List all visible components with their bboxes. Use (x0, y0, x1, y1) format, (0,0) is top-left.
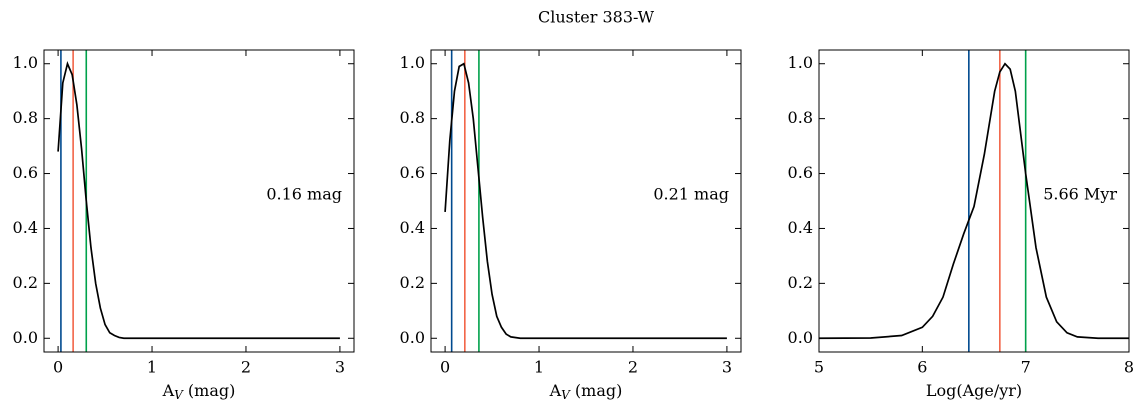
y-tick-label: 0.4 (788, 218, 813, 237)
axes-frame (430, 49, 742, 353)
x-axis-label-part: (mag) (183, 381, 236, 400)
y-tick-label: 0.0 (400, 328, 425, 347)
curve (57, 61, 340, 340)
y-tick-label: 0.4 (400, 218, 425, 237)
annotation: 0.21 mag (653, 185, 729, 204)
axes-frame (818, 49, 1130, 353)
x-tick-label: 5 (814, 358, 824, 377)
y-tick-label: 0.0 (13, 328, 38, 347)
annotation: 0.16 mag (266, 185, 342, 204)
x-axis-label-part: V (561, 388, 571, 402)
panel: 0.0 0.2 0.4 0.6 0.8 1.0 5 6 7 8 5.66 Myr Log(Age/yr… (788, 49, 1134, 400)
y-tick-label: 1.0 (13, 53, 38, 72)
y-tick-label: 0.2 (13, 273, 38, 292)
y-tick-label: 0.8 (788, 108, 813, 127)
x-tick-label: 0 (53, 358, 63, 377)
panel: 0.0 0.2 0.4 0.6 0.8 1.0 0 1 2 3 0.21 mag AV (mag) (400, 49, 742, 402)
y-tick-label: 0.2 (788, 273, 813, 292)
y-tick-label: 0.6 (13, 163, 38, 182)
y-tick-label: 0.0 (788, 328, 813, 347)
x-tick-label: 2 (241, 358, 251, 377)
y-tick-label: 0.8 (13, 108, 38, 127)
x-axis-label-part: Log(Age/yr) (926, 381, 1022, 400)
y-tick-label: 0.6 (788, 163, 813, 182)
x-tick-label: 6 (917, 358, 927, 377)
figure-title: Cluster 383-W (538, 8, 655, 27)
x-tick-label: 0 (440, 358, 450, 377)
x-axis-label-part: A (549, 381, 562, 400)
x-axis-label-part: V (174, 388, 184, 402)
x-axis-label-part: A (162, 381, 175, 400)
y-tick-label: 1.0 (400, 53, 425, 72)
y-tick-label: 0.2 (400, 273, 425, 292)
annotation: 5.66 Myr (1043, 185, 1117, 204)
x-axis-label: AV (mag) (549, 381, 623, 402)
curve (444, 62, 727, 340)
y-tick-label: 0.6 (400, 163, 425, 182)
x-axis-label-part: (mag) (570, 381, 623, 400)
panel: 0.0 0.2 0.4 0.6 0.8 1.0 0 1 2 3 0.16 mag AV (mag) (13, 49, 355, 402)
x-tick-label: 3 (335, 358, 345, 377)
x-axis-label: Log(Age/yr) (926, 381, 1022, 400)
y-tick-label: 0.8 (400, 108, 425, 127)
x-tick-label: 3 (722, 358, 732, 377)
y-tick-label: 0.4 (13, 218, 38, 237)
x-tick-label: 7 (1021, 358, 1031, 377)
x-axis-label: AV (mag) (162, 381, 236, 402)
y-tick-label: 1.0 (788, 53, 813, 72)
x-tick-label: 1 (534, 358, 544, 377)
x-tick-label: 1 (147, 358, 157, 377)
curve (818, 62, 1129, 340)
x-tick-label: 8 (1124, 358, 1134, 377)
axes-frame (43, 49, 355, 353)
x-tick-label: 2 (628, 358, 638, 377)
